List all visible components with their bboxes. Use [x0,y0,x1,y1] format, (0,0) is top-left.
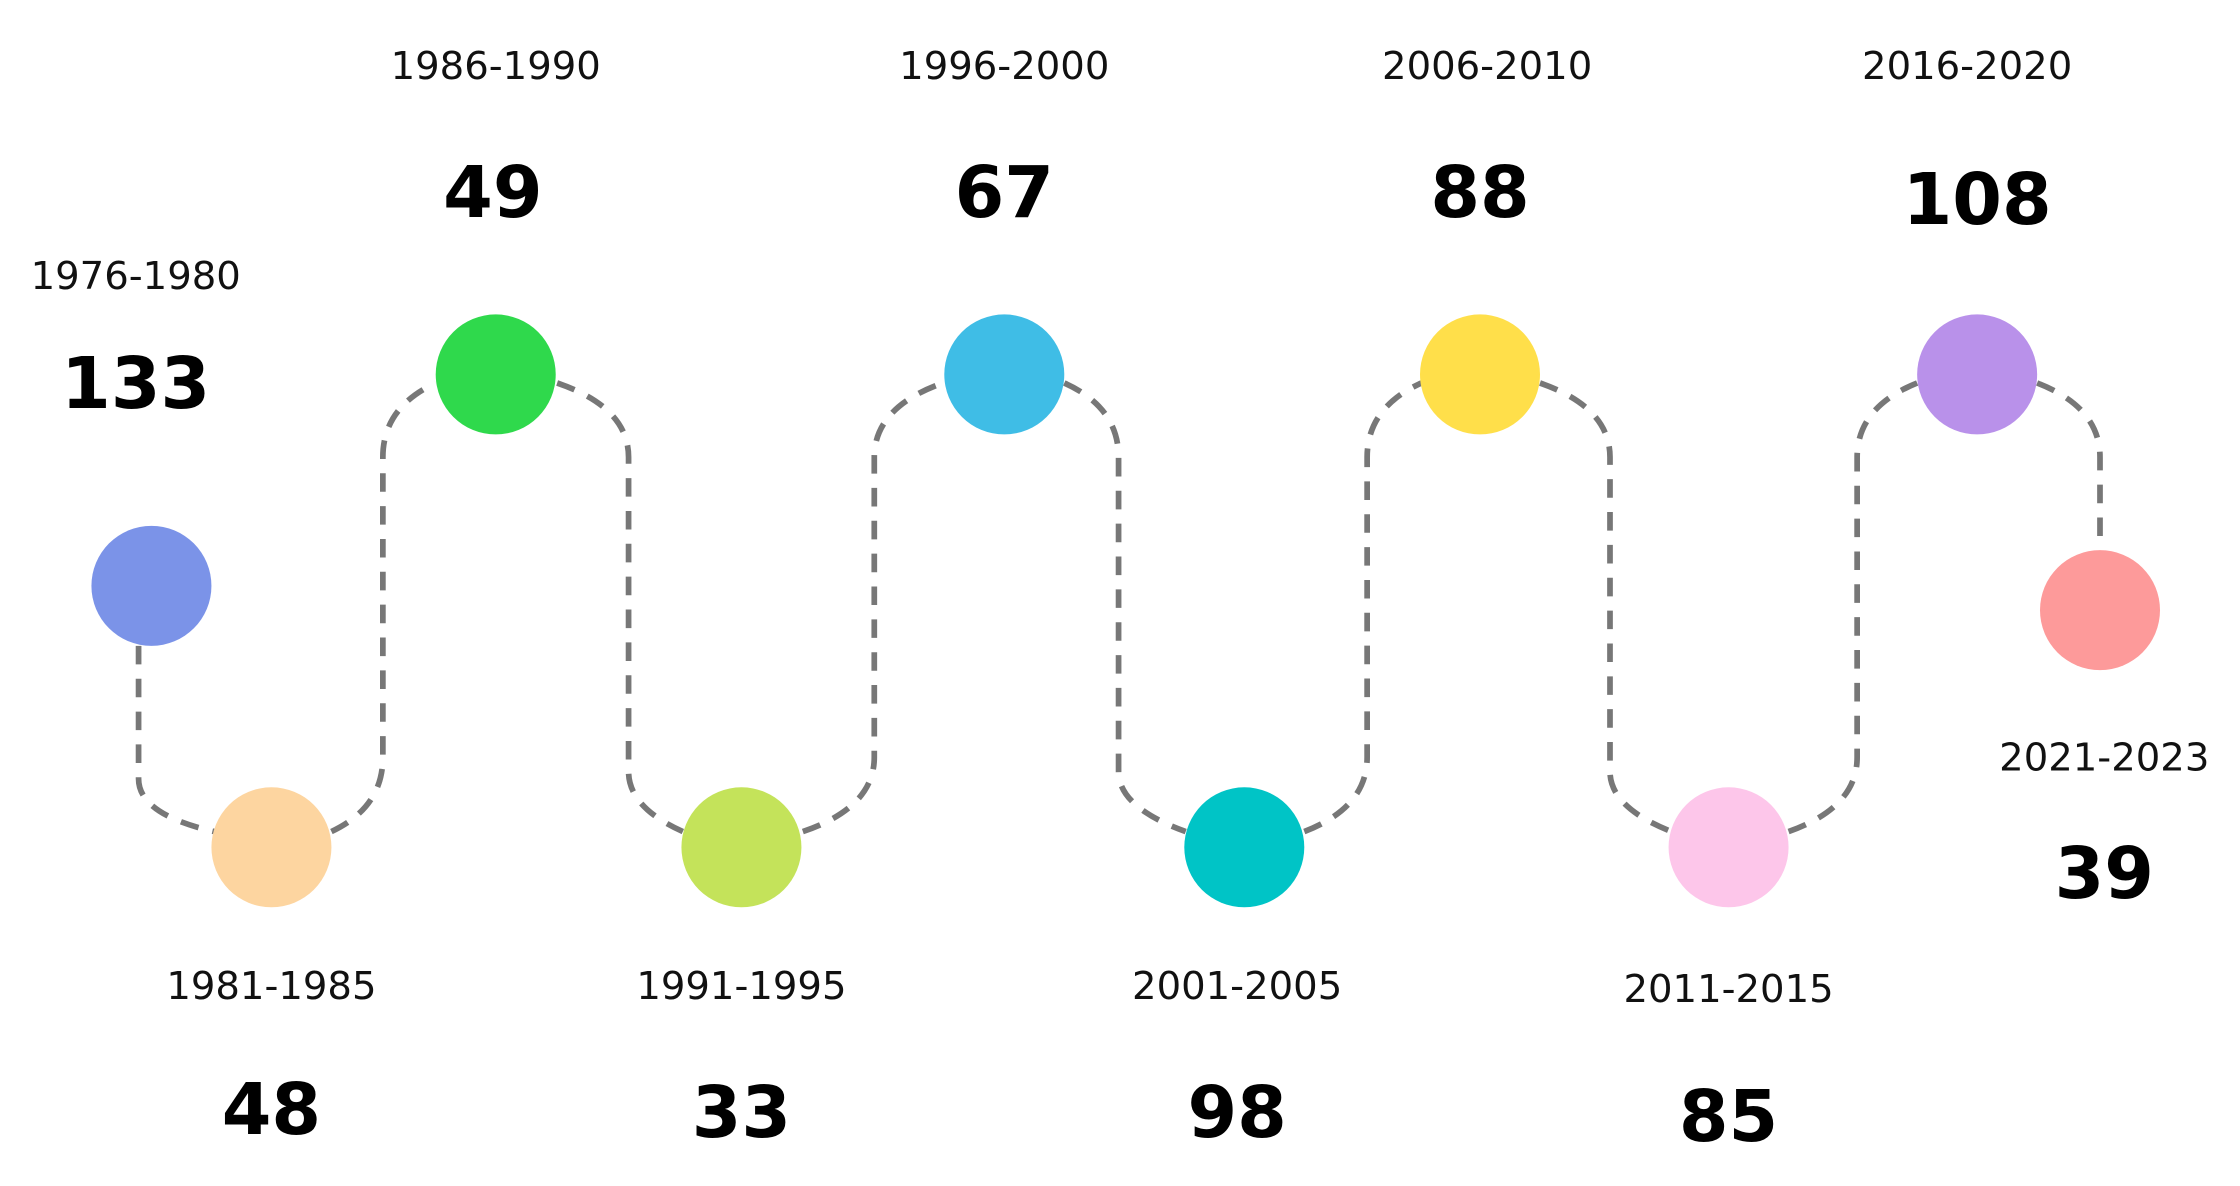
node-circle [211,787,332,908]
node-circle [91,525,212,646]
node-circle [1917,314,2038,435]
count-value: 85 [1679,1075,1778,1158]
count-value: 33 [692,1071,791,1154]
connector [1063,380,1187,835]
node-circle [2040,550,2160,671]
connector [2036,380,2103,551]
node-circle [681,787,802,908]
period-label: 2001-2005 [1132,964,1342,1009]
connector [801,380,944,835]
count-value: 98 [1187,1071,1286,1154]
period-label: 1996-2000 [899,44,1109,89]
connector [1539,380,1673,835]
connectors [135,380,2103,835]
node-circle [1668,787,1789,908]
node-circle [1184,787,1305,908]
period-label: 1986-1990 [391,44,601,89]
count-value: 48 [222,1068,321,1151]
period-label: 1981-1985 [166,964,376,1009]
period-label: 2021-2023 [1999,736,2209,781]
connector [556,380,685,835]
count-value: 49 [443,151,542,234]
node-circle [435,314,556,435]
count-value: 133 [61,342,210,425]
period-label: 2006-2010 [1382,44,1592,89]
period-label: 2016-2020 [1862,44,2072,89]
connector [135,645,215,835]
connector [330,380,437,835]
count-value: 108 [1903,158,2052,241]
period-label: 1976-1980 [31,254,241,299]
count-value: 67 [955,151,1054,234]
count-value: 88 [1430,151,1529,234]
count-value: 39 [2055,832,2154,915]
period-label: 2011-2015 [1623,967,1833,1012]
period-label: 1991-1995 [636,964,846,1009]
node-circle [944,314,1065,435]
connector [1303,380,1423,835]
connector [1787,380,1919,835]
node-circle [1420,314,1540,435]
